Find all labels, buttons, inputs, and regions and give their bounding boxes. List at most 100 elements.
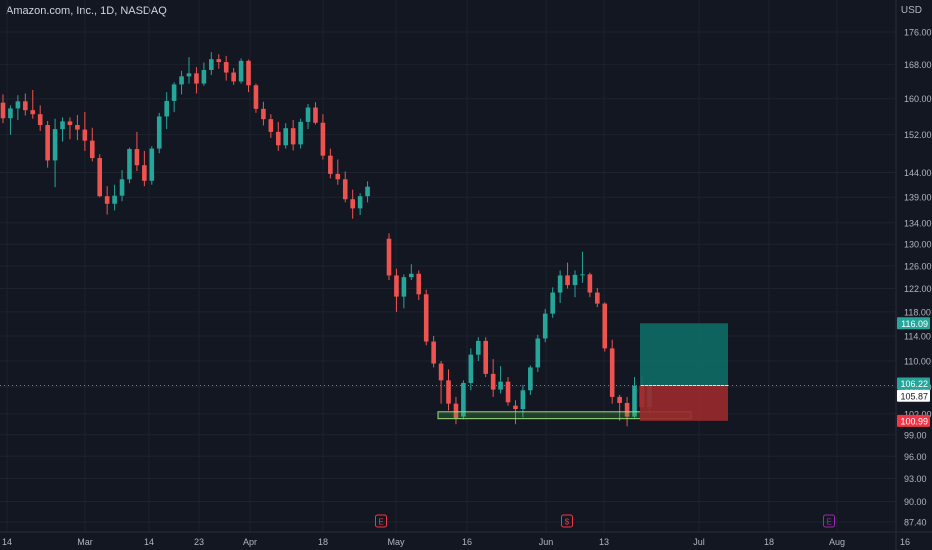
candle-body	[253, 85, 259, 109]
candle-body	[595, 292, 600, 304]
candle-down	[490, 359, 496, 397]
symbol-title[interactable]: Amazon.com, Inc., 1D, NASDAQ	[6, 5, 167, 17]
time-tick-label: Jul	[693, 537, 705, 547]
time-tick-label: 13	[599, 537, 609, 547]
candle-body	[0, 102, 6, 119]
earnings-upcoming-icon-glyph: E	[826, 518, 831, 527]
candle-body	[149, 148, 155, 181]
price-tick-label: 130.00	[904, 240, 932, 250]
candle-body	[328, 155, 333, 174]
candle-body	[179, 76, 184, 85]
candle-body	[313, 107, 318, 123]
last-price-label-bg	[897, 389, 930, 402]
candle-up	[201, 62, 207, 86]
candle-up	[15, 95, 21, 121]
candle-down	[565, 262, 570, 289]
candle-down	[97, 154, 103, 198]
candle-body	[468, 354, 474, 383]
candle-down	[89, 127, 95, 162]
candle-up	[557, 270, 563, 304]
candle-body	[320, 122, 326, 156]
price-tick-label: 168.00	[904, 60, 932, 70]
earnings-icon-frame	[375, 514, 387, 528]
candle-body	[609, 348, 615, 397]
candle-up	[127, 147, 132, 184]
candle-down	[416, 270, 422, 301]
candle-down	[453, 396, 459, 425]
candle-up	[357, 193, 363, 216]
candle-down	[328, 148, 333, 179]
price-tick-label: 87.40	[904, 518, 927, 528]
candle-up	[179, 70, 184, 95]
profit-zone[interactable]	[640, 323, 728, 386]
candle-body	[580, 274, 585, 276]
loss-zone[interactable]	[640, 385, 728, 421]
grid	[0, 0, 895, 532]
candle-down	[431, 336, 436, 368]
last-price-label: 105.87	[900, 391, 928, 401]
price-tick-label: 96.00	[904, 452, 927, 462]
candle-up	[542, 308, 548, 343]
candle-body	[275, 131, 281, 146]
candle-body	[23, 101, 28, 111]
candle-body	[475, 340, 481, 355]
price-tick-label: 90.00	[904, 497, 927, 507]
candle-up	[365, 181, 370, 203]
candle-body	[142, 165, 147, 181]
price-tick-label: 99.00	[904, 430, 927, 440]
candle-down	[37, 105, 43, 131]
earnings-upcoming-icon[interactable]: E	[823, 514, 835, 528]
candle-down	[446, 369, 451, 411]
candle-down	[67, 117, 73, 140]
time-tick-label: 16	[462, 537, 472, 547]
candle-up	[164, 92, 169, 130]
candle-body	[238, 60, 244, 82]
candle-body	[423, 294, 429, 342]
candle-body	[394, 275, 399, 297]
candle-body	[134, 149, 140, 166]
price-axis: 176.00 168.00 160.00 152.00 144.00 139.00 134.…	[895, 0, 932, 550]
candle-up	[149, 146, 155, 185]
candle-body	[409, 273, 414, 278]
candle-down	[0, 94, 6, 124]
dividend-icon[interactable]: $	[561, 514, 573, 528]
candle-body	[60, 121, 65, 130]
earnings-icon[interactable]: E	[375, 514, 387, 528]
candle-body	[357, 196, 363, 209]
candle-body	[89, 140, 95, 159]
candle-body	[632, 385, 637, 417]
candle-body	[572, 274, 578, 286]
price-tick-label: 134.00	[904, 218, 932, 228]
candle-down	[609, 339, 615, 404]
candle-up	[8, 105, 13, 135]
candle-body	[520, 390, 526, 410]
candle-up	[461, 380, 466, 420]
candle-down	[320, 114, 326, 160]
price-tick-label: 160.00	[904, 94, 932, 104]
price-tick-label: 110.00	[904, 357, 931, 367]
candle-body	[45, 125, 50, 161]
candle-up	[401, 274, 407, 309]
candle-down	[386, 233, 392, 280]
candle-body	[624, 402, 630, 417]
earnings-upcoming-icon-frame	[823, 514, 835, 528]
candle-body	[164, 100, 169, 117]
candle-body	[97, 158, 103, 197]
candle-body	[186, 73, 192, 77]
candle-body	[194, 73, 199, 84]
candle-body	[528, 367, 533, 391]
candle-up	[112, 184, 117, 211]
candle-body	[231, 72, 236, 82]
overlay	[0, 323, 895, 421]
candle-down	[587, 272, 593, 298]
candle-body	[335, 173, 341, 180]
dividend-icon-frame	[561, 514, 573, 528]
candle-body	[290, 128, 296, 145]
candle-body	[171, 84, 177, 101]
candle-body	[52, 129, 58, 161]
candle-down	[75, 115, 80, 141]
candle-body	[112, 195, 117, 204]
candle-up	[283, 123, 289, 149]
candle-up	[209, 52, 214, 76]
